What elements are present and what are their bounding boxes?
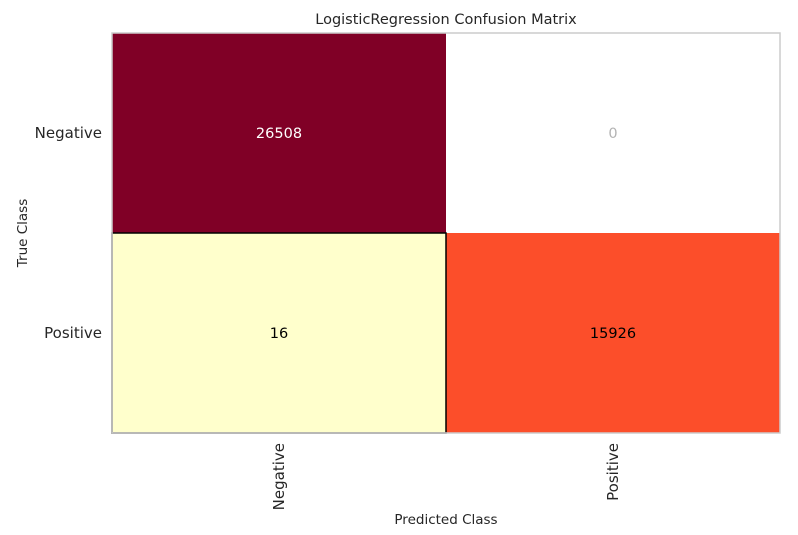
cell-value-positive-positive: 15926	[590, 326, 636, 342]
cell-positive-positive	[446, 233, 780, 433]
cell-value-negative-positive: 0	[608, 126, 617, 142]
y-tick-labels: Negative Positive	[35, 124, 102, 342]
x-tick-negative: Negative	[270, 443, 288, 510]
heatmap-cells	[112, 33, 780, 433]
y-axis-label: True Class	[15, 199, 31, 268]
cell-value-negative-negative: 26508	[256, 126, 302, 142]
chart-title: LogisticRegression Confusion Matrix	[315, 12, 577, 28]
y-tick-negative: Negative	[35, 124, 102, 142]
cell-positive-negative	[112, 233, 446, 433]
y-tick-positive: Positive	[44, 324, 102, 342]
x-tick-positive: Positive	[604, 443, 622, 501]
x-tick-labels: Negative Positive	[270, 443, 622, 510]
cell-negative-positive	[446, 33, 780, 233]
cell-negative-negative	[112, 33, 446, 233]
cell-value-positive-negative: 16	[270, 326, 288, 342]
x-axis-label: Predicted Class	[394, 512, 497, 528]
plot-frame	[111, 32, 781, 434]
